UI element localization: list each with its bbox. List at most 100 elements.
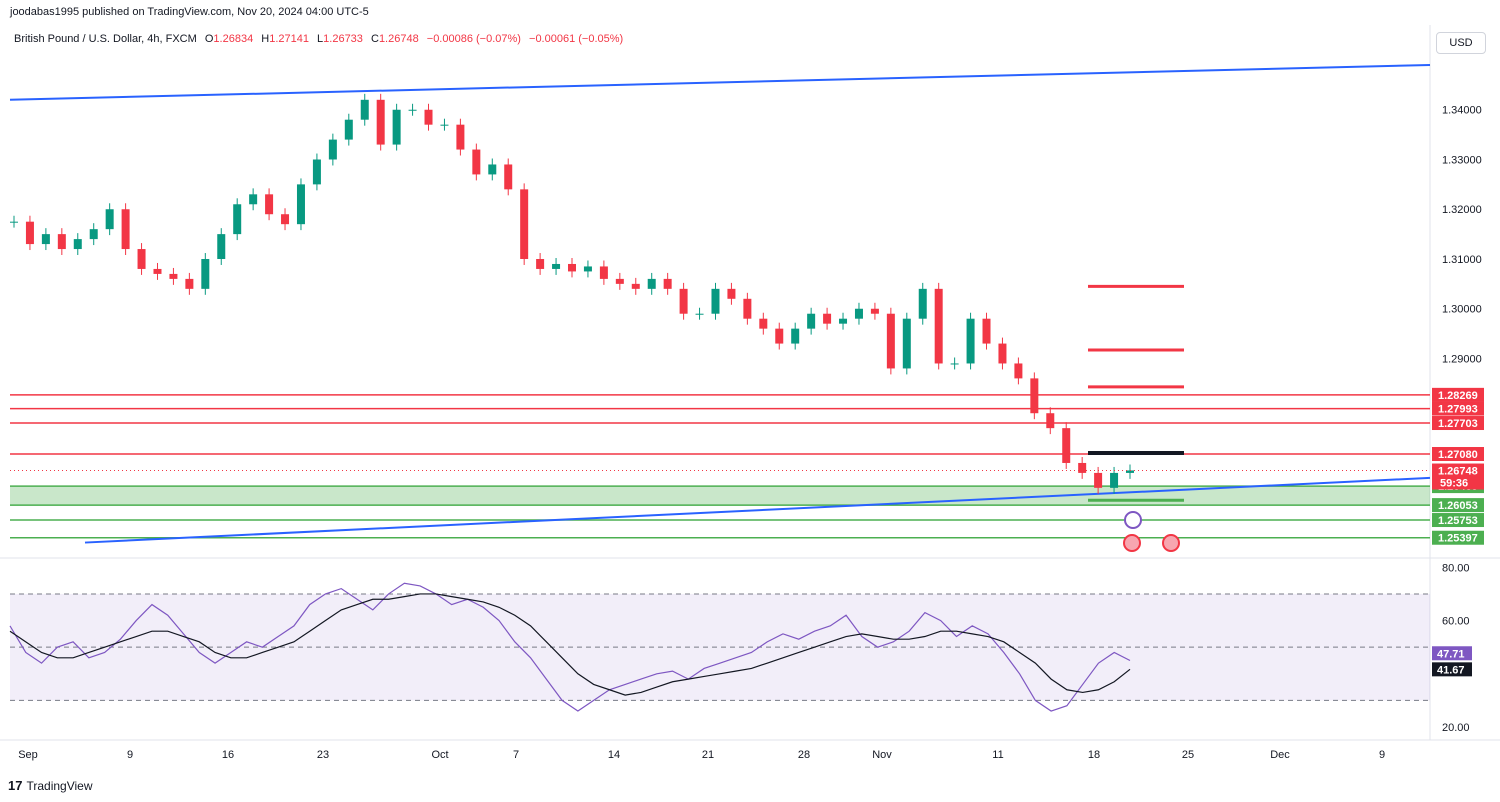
- candle-body: [1030, 378, 1039, 414]
- time-tick-label: 7: [513, 749, 519, 761]
- rsi-tick-label: 80.00: [1442, 562, 1470, 574]
- candle-body: [854, 308, 863, 319]
- candle-body: [599, 266, 608, 279]
- candle-body: [791, 328, 800, 344]
- level-tag-label: 1.27993: [1438, 404, 1478, 416]
- level-tag-label: 1.25753: [1438, 515, 1478, 527]
- candle-body: [552, 263, 561, 269]
- candle-body: [328, 139, 337, 160]
- last-price-label: 1.26748: [1438, 466, 1478, 478]
- uk-flag-event-icon: [1123, 534, 1141, 552]
- trendline-lower: [84, 476, 1431, 544]
- level-tag: [1432, 387, 1484, 402]
- open-value: 1.26834: [213, 33, 254, 45]
- candle-body: [312, 159, 321, 185]
- candle-body: [185, 278, 194, 289]
- candle-body: [950, 363, 959, 365]
- time-tick-label: 9: [127, 749, 133, 761]
- candle-body: [918, 288, 927, 319]
- price-tick-label: 1.30000: [1442, 304, 1482, 316]
- open-label: O: [204, 33, 214, 45]
- candle-body: [743, 298, 752, 319]
- candle-body: [440, 124, 449, 126]
- trendline-upper: [9, 63, 1431, 101]
- time-tick-label: Oct: [431, 749, 448, 761]
- level-tag-label: 1.26053: [1438, 500, 1478, 512]
- price-tick-label: 1.33000: [1442, 154, 1482, 166]
- candle-body: [376, 99, 385, 145]
- candle-body: [1014, 363, 1023, 379]
- time-tick-label: 11: [992, 749, 1003, 761]
- candle-body: [217, 234, 226, 259]
- candle-body: [504, 164, 513, 190]
- close-value: 1.26748: [378, 33, 419, 45]
- candle-body: [25, 221, 34, 245]
- candle-body: [89, 229, 98, 240]
- candle-body: [663, 278, 672, 289]
- candle-body: [296, 184, 305, 225]
- rsi-ma-tag: [1432, 662, 1472, 677]
- candle-body: [281, 214, 290, 225]
- candle-body: [10, 221, 18, 223]
- candle-body: [870, 308, 879, 314]
- publisher-line: joodabas1995 published on TradingView.co…: [10, 6, 369, 18]
- candle-body: [631, 283, 640, 289]
- candle-body: [998, 343, 1007, 364]
- candle-body: [472, 149, 481, 175]
- candle-body: [57, 234, 66, 250]
- candle-body: [392, 109, 401, 145]
- candle-body: [934, 288, 943, 364]
- candle-body: [424, 109, 433, 125]
- candle-body: [886, 313, 895, 369]
- candle-body: [137, 249, 146, 269]
- rsi-value-tag: [1432, 646, 1472, 661]
- time-tick-label: Sep: [18, 749, 38, 761]
- candle-body: [759, 318, 768, 329]
- time-tick-label: Nov: [872, 749, 892, 761]
- candle-body: [249, 194, 258, 205]
- currency-button[interactable]: USD: [1436, 32, 1486, 54]
- time-tick-label: 14: [608, 749, 620, 761]
- candle-body: [583, 266, 592, 272]
- time-tick-label: 21: [702, 749, 714, 761]
- candle-body: [520, 189, 529, 259]
- candle-body: [647, 278, 656, 289]
- candle-body: [823, 313, 832, 324]
- time-tick-label: 28: [798, 749, 810, 761]
- level-tag: [1432, 447, 1484, 462]
- candle-body: [360, 99, 369, 120]
- candle-body: [679, 288, 688, 314]
- time-tick-label: Dec: [1270, 749, 1290, 761]
- rsi-ma-line: [9, 593, 1131, 696]
- flash-event-icon: [1124, 511, 1142, 529]
- time-tick-label: 23: [317, 749, 329, 761]
- level-tag: [1432, 530, 1484, 545]
- rsi-tick-label: 20.00: [1442, 722, 1470, 734]
- rsi-line: [9, 582, 1131, 712]
- candle-body: [1094, 472, 1103, 488]
- candle-body: [456, 124, 465, 150]
- price-tick-label: 1.29000: [1442, 353, 1482, 365]
- candle-body: [966, 318, 975, 364]
- level-tag: [1432, 513, 1484, 528]
- candle-body: [41, 234, 50, 245]
- candle-body: [201, 258, 210, 289]
- candle-body: [1078, 462, 1087, 473]
- brand-name: TradingView: [26, 778, 93, 793]
- candle-body: [727, 288, 736, 299]
- candle-body: [1062, 428, 1071, 463]
- candle-body: [536, 258, 545, 269]
- candle-body: [615, 278, 624, 284]
- candle-body: [1110, 472, 1119, 488]
- symbol-legend: British Pound / U.S. Dollar, 4h, FXCM O1…: [14, 33, 623, 45]
- candle-body: [153, 268, 162, 274]
- tradingview-logo-icon: 17: [8, 778, 23, 793]
- rsi-value-label: 47.71: [1437, 648, 1465, 660]
- candle-body: [169, 273, 178, 279]
- tradingview-brand[interactable]: 17 TradingView: [8, 778, 93, 793]
- uk-flag-event-icon: [1162, 534, 1180, 552]
- candle-body: [73, 239, 82, 250]
- change-value-2: −0.00061 (−0.05%): [529, 33, 624, 45]
- candle-body: [982, 318, 991, 344]
